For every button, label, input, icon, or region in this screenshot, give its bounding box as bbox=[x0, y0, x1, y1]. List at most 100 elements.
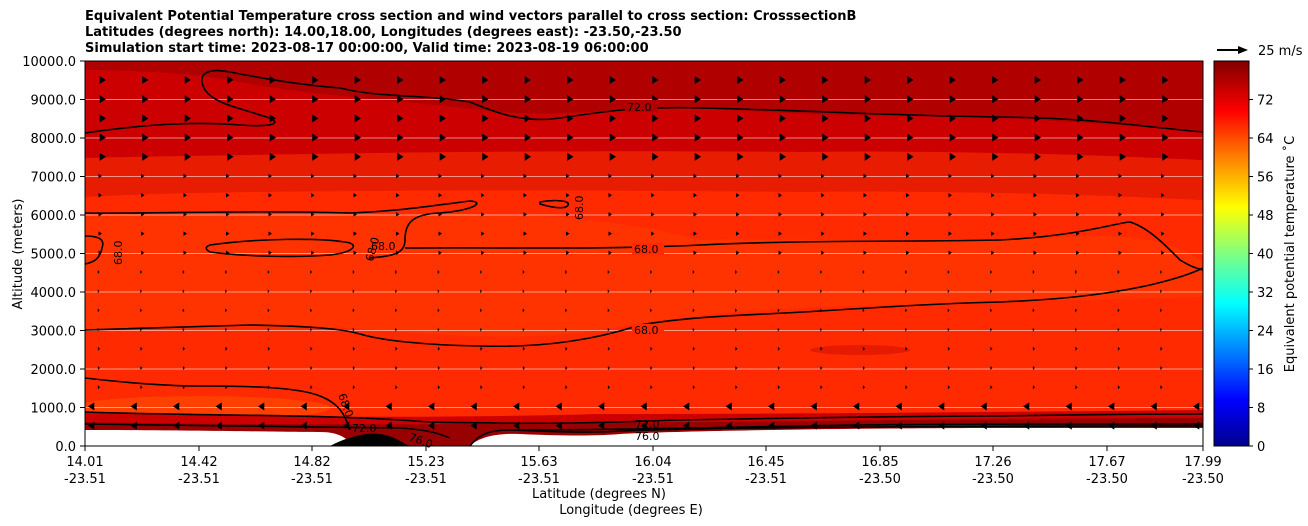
wind-vector bbox=[139, 231, 145, 236]
y-axis: 0.0 1000.0 2000.0 3000.0 4000.0 5000.0 6… bbox=[22, 55, 85, 455]
wind-vector bbox=[267, 270, 270, 274]
wind-vector bbox=[267, 152, 276, 161]
wind-vector bbox=[1032, 366, 1035, 370]
wind-vector bbox=[1074, 95, 1084, 104]
wind-vector bbox=[862, 346, 865, 351]
wind-vector bbox=[555, 402, 565, 411]
wind-vector bbox=[394, 308, 397, 313]
wind-vector bbox=[980, 421, 990, 430]
wind-vector bbox=[309, 385, 313, 390]
wind-vector bbox=[385, 421, 395, 430]
wind-vector bbox=[692, 152, 701, 161]
wind-vector bbox=[309, 152, 319, 161]
wind-vector bbox=[1032, 231, 1037, 236]
wind-vector bbox=[182, 152, 191, 161]
wind-vector bbox=[224, 173, 230, 179]
wind-vector bbox=[607, 346, 610, 351]
wind-vector bbox=[479, 385, 483, 390]
contour-line-68-west bbox=[85, 235, 104, 265]
wind-vector bbox=[819, 173, 825, 179]
wind-vector bbox=[479, 173, 485, 179]
wind-vector bbox=[479, 152, 489, 161]
wind-vector bbox=[725, 402, 735, 411]
x-tick-lat: 14.42 bbox=[180, 455, 217, 470]
x-tick-lon: -23.50 bbox=[1182, 472, 1224, 487]
contour-line-72-upper bbox=[85, 69, 1203, 134]
wind-vector bbox=[777, 133, 786, 142]
wind-vector bbox=[607, 95, 616, 104]
wind-vector bbox=[1108, 421, 1117, 430]
wind-vector bbox=[224, 75, 234, 85]
wind-vector bbox=[224, 289, 227, 294]
contour-label-68-lower: 68.0 bbox=[634, 324, 659, 337]
wind-vector bbox=[394, 366, 398, 370]
wind-vector bbox=[734, 346, 738, 351]
wind-vector bbox=[904, 366, 908, 370]
y-tick-label: 1000.0 bbox=[31, 402, 77, 417]
wind-vector bbox=[267, 366, 270, 370]
wind-vector bbox=[309, 308, 312, 313]
wind-vector bbox=[649, 385, 653, 390]
wind-vector bbox=[1074, 133, 1084, 142]
wind-vector bbox=[224, 114, 234, 123]
wind-vector bbox=[139, 173, 145, 179]
wind-vector bbox=[267, 95, 276, 104]
wind-vector bbox=[1159, 270, 1162, 274]
wind-vector bbox=[1159, 212, 1165, 217]
wind-vector bbox=[182, 289, 185, 294]
wind-vector bbox=[904, 114, 914, 123]
wind-vector bbox=[267, 212, 272, 217]
wind-vector bbox=[224, 327, 227, 332]
wind-vector bbox=[1159, 327, 1162, 332]
wind-vector bbox=[394, 192, 400, 198]
wind-vector bbox=[862, 327, 865, 332]
wind-vector bbox=[1032, 133, 1041, 142]
wind-vector bbox=[522, 327, 525, 332]
wind-vector bbox=[853, 402, 862, 411]
wind-vector bbox=[479, 250, 485, 256]
wind-vector bbox=[394, 385, 398, 390]
wind-vector bbox=[819, 270, 822, 274]
wind-vector bbox=[649, 231, 655, 236]
wind-vector bbox=[640, 421, 650, 430]
wind-vector bbox=[182, 327, 185, 332]
wind-vector bbox=[1074, 289, 1077, 294]
x-tick-lon: -23.51 bbox=[178, 472, 220, 487]
wind-vector bbox=[564, 366, 568, 370]
wind-vector bbox=[564, 385, 568, 390]
wind-vector bbox=[649, 308, 652, 313]
wind-vector bbox=[947, 212, 952, 217]
wind-vector bbox=[1159, 192, 1165, 198]
wind-vector bbox=[862, 270, 865, 274]
wind-vector bbox=[1032, 289, 1035, 294]
missing-data-west bbox=[85, 430, 355, 446]
wind-vector bbox=[182, 270, 185, 274]
wind-vector bbox=[394, 75, 404, 85]
wind-vector bbox=[904, 308, 907, 313]
wind-vector bbox=[139, 133, 149, 142]
wind-vector bbox=[1159, 152, 1169, 161]
wind-vector bbox=[1032, 308, 1035, 313]
wind-vector bbox=[734, 231, 740, 236]
wind-vector bbox=[394, 114, 404, 123]
wind-vector bbox=[1074, 270, 1077, 274]
wind-vector bbox=[649, 133, 659, 142]
wind-vector bbox=[819, 75, 829, 85]
wind-vector bbox=[139, 385, 143, 390]
wind-vector bbox=[1117, 327, 1120, 332]
wind-vector bbox=[649, 75, 659, 85]
wind-vector bbox=[1159, 95, 1169, 104]
wind-vector bbox=[692, 327, 695, 332]
wind-vector bbox=[1032, 75, 1041, 85]
wind-vector bbox=[564, 133, 574, 142]
wind-vector bbox=[692, 366, 695, 370]
wind-vector bbox=[224, 133, 234, 142]
wind-vector bbox=[97, 385, 100, 390]
wind-vector bbox=[1032, 173, 1037, 179]
x-axis: 14.01 14.42 14.82 15.23 15.63 16.04 16.4… bbox=[64, 446, 1224, 518]
colorbar-tick-label: 40 bbox=[1257, 248, 1274, 263]
wind-vector bbox=[768, 402, 777, 411]
wind-vector bbox=[1023, 421, 1032, 430]
contour-line-68-upper bbox=[85, 200, 478, 259]
wind-vector bbox=[1023, 402, 1032, 411]
